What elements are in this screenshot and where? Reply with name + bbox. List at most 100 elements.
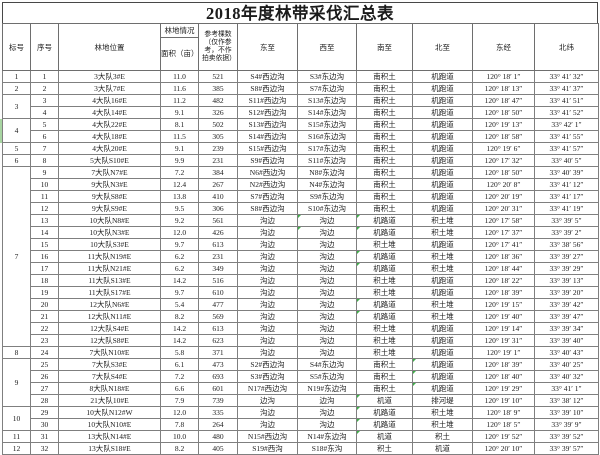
cell-lng: 120° 18′ 39″ [472, 286, 535, 299]
cell-west: 沟边 [297, 310, 357, 323]
table-row: 19 11大队S17#E 9.7 610 沟边 沟边 积土堆 机跑道 120° 18′ 39″ 3… [3, 286, 599, 299]
cell-south: 机路道 [356, 250, 413, 263]
cell-lat: 33° 39′ 27″ [534, 250, 599, 263]
cell-north: 机跑道 [412, 118, 473, 131]
cell-north: 机跑道 [412, 322, 473, 335]
cell-north: 机跑道 [412, 70, 473, 83]
cell-east: S4#西边沟 [237, 70, 298, 83]
cell-location: 10大队N12#W [58, 406, 161, 419]
cell-south: 南积土 [356, 178, 413, 191]
cell-count: 231 [198, 250, 238, 263]
cell-south: 机路道 [356, 262, 413, 275]
cell-east: 沟边 [237, 226, 298, 239]
cell-lng: 120° 20′ 19″ [472, 190, 535, 203]
cell-west: 沟边 [297, 250, 357, 263]
cell-north: 机跑道 [412, 358, 473, 371]
table-row: 3 3 4大队16#E 11.2 482 S11#西边沟 S13#东边沟 南积土 机跑道 120°… [2, 94, 599, 119]
cell-lng: 120° 18′ 36″ [472, 250, 535, 263]
cell-lat: 33° 41′ 57″ [534, 142, 599, 155]
cell-area: 12.0 [160, 406, 199, 419]
table-row: 21 12大队N11#E 8.2 569 沟边 沟边 机路道 积土堆 120° 19′ 40″ 3… [3, 310, 599, 323]
cell-north: 积土堆 [412, 250, 473, 263]
cell-east: S11#西边沟 [237, 94, 298, 107]
cell-location: 9大队S9#E [58, 202, 161, 215]
cell-south: 机路道 [356, 226, 413, 239]
cell-lat: 33° 39′ 13″ [534, 274, 599, 287]
cell-south: 积土堆 [356, 346, 413, 359]
cell-west: N19#东边沟 [297, 382, 357, 395]
cell-label: 6 [2, 154, 31, 167]
table-row: 1 1 3大队3#E 11.0 521 S4#西边沟 S3#东边沟 南积土 机跑道 120° 18… [2, 70, 599, 83]
cell-seq: 20 [30, 298, 59, 311]
cell-lng: 120° 18′ 58″ [472, 130, 535, 143]
cell-lng: 120° 20′ 8″ [472, 178, 535, 191]
table-row: 4 5 4大队22#E 8.1 502 S13#西边沟 S15#东边沟 南积土 机跑道 120° … [2, 118, 599, 143]
table-row: 30 10大队N10#E 7.8 264 沟边 沟边 机路道 积土堆 120° 18′ 5″ 33… [3, 418, 599, 431]
cell-west: S13#东边沟 [297, 94, 357, 107]
cell-location: 7大队S4#E [58, 370, 161, 383]
cell-count: 613 [198, 238, 238, 251]
cell-count: 561 [198, 214, 238, 227]
cell-count: 305 [198, 130, 238, 143]
cell-lng: 120° 19′ 52″ [472, 430, 535, 443]
cell-north: 机跑道 [412, 346, 473, 359]
cell-west: S16#东边沟 [297, 130, 357, 143]
table-row: 12 9大队S9#E 9.5 306 S8#西边沟 S10#东边沟 南积土 机跑道 120° 2… [3, 202, 599, 215]
cell-count: 326 [198, 106, 238, 119]
cell-area: 7.9 [160, 394, 199, 407]
cell-area: 11.2 [160, 94, 199, 107]
cell-seq: 29 [30, 406, 59, 419]
cell-area: 8.2 [160, 442, 199, 455]
cell-lng: 120° 19′ 40″ [472, 310, 535, 323]
cell-area: 7.2 [160, 166, 199, 179]
table-row: 16 11大队N19#E 6.2 231 沟边 沟边 机路道 积土堆 120° 18′ 36″ 3… [3, 250, 599, 263]
table-row: 8 24 7大队N10#E 5.8 371 沟边 沟边 积土堆 机跑道 120° 19′ 1″ 33… [2, 346, 599, 359]
cell-lat: 33° 39′ 57″ [534, 442, 599, 455]
cell-north: 积土堆 [412, 262, 473, 275]
cell-seq: 28 [30, 394, 59, 407]
cell-west: S3#东边沟 [297, 70, 357, 83]
cell-east: 沟边 [237, 322, 298, 335]
cell-south: 南积土 [356, 82, 413, 95]
cell-label: 12 [2, 442, 31, 455]
cell-seq: 24 [30, 346, 59, 359]
cell-north: 机跑道 [412, 178, 473, 191]
cell-area: 8.1 [160, 118, 199, 131]
cell-count: 610 [198, 286, 238, 299]
cell-lng: 120° 19′ 14″ [472, 322, 535, 335]
cell-lat: 33° 40′ 43″ [534, 346, 599, 359]
cell-area: 9.7 [160, 286, 199, 299]
col-header-north: 北至 [412, 23, 473, 71]
cell-east: 沟边 [237, 418, 298, 431]
cell-area: 9.9 [160, 154, 199, 167]
cell-east: 沟边 [237, 346, 298, 359]
cell-location: 3大队3#E [58, 70, 161, 83]
cell-area: 6.1 [160, 358, 199, 371]
col-header-label: 标号 [2, 23, 31, 71]
cell-north: 机跑道 [412, 130, 473, 143]
cell-lng: 120° 17′ 41″ [472, 238, 535, 251]
table-row: 5 7 4大队20#E 9.1 239 S15#西边沟 S17#东边沟 南积土 机跑道 120° … [2, 142, 599, 155]
cell-lng: 120° 19′ 13″ [472, 118, 535, 131]
cell-east: S7#西边沟 [237, 190, 298, 203]
cell-east: S9#西边沟 [237, 154, 298, 167]
table-row: 15 10大队S3#E 9.7 613 沟边 沟边 积土堆 机跑道 120° 17′ 41″ 33… [3, 238, 599, 251]
cell-south: 南积土 [356, 106, 413, 119]
cell-lat: 33° 40′ 5″ [534, 154, 599, 167]
cell-north: 机跑道 [412, 382, 473, 395]
cell-east: S8#西边沟 [237, 82, 298, 95]
cell-lat: 33° 40′ 25″ [534, 358, 599, 371]
cell-north: 积土 [412, 430, 473, 443]
cell-count: 693 [198, 370, 238, 383]
cell-east: 沟边 [237, 310, 298, 323]
cell-count: 516 [198, 274, 238, 287]
cell-seq: 18 [30, 274, 59, 287]
cell-east: S14#西边沟 [237, 130, 298, 143]
cell-count: 384 [198, 166, 238, 179]
cell-seq: 3 [30, 94, 59, 107]
cell-area: 9.2 [160, 214, 199, 227]
cell-count: 385 [198, 82, 238, 95]
cell-north: 机跑道 [412, 334, 473, 347]
cell-west: 沟边 [297, 298, 357, 311]
cell-seq: 32 [30, 442, 59, 455]
